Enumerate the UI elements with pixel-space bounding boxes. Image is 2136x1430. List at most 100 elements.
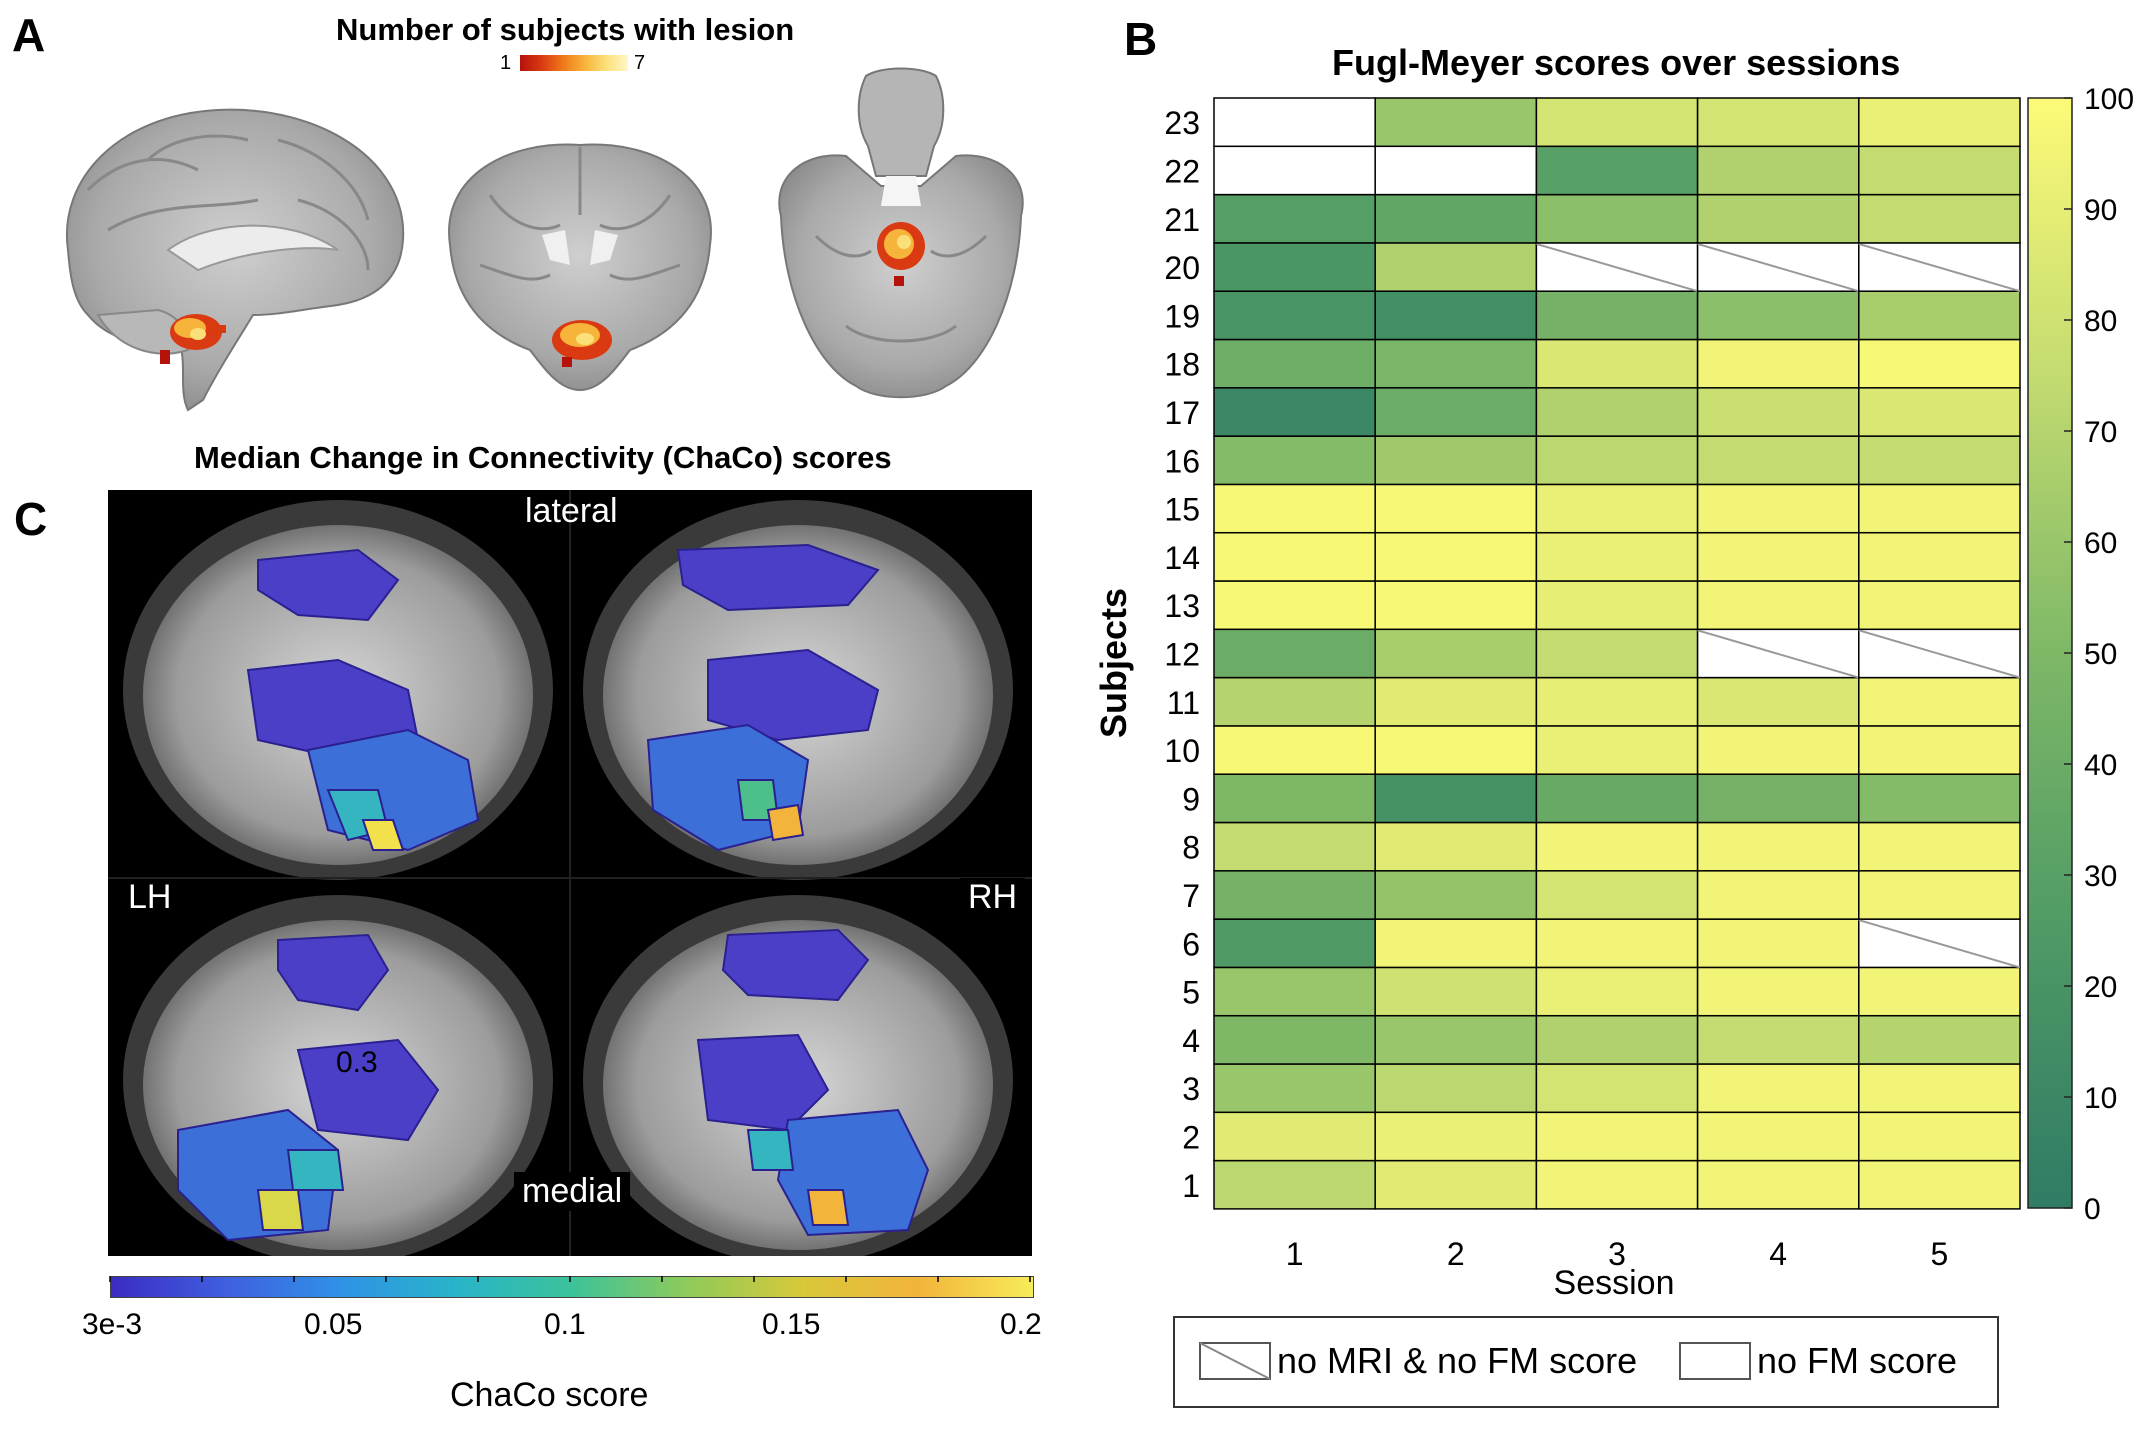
subject-label-16: 16 [1164, 443, 1200, 479]
heatmap-cell-s11-session1 [1213, 676, 1376, 727]
heatmap-cell-s15-session1 [1213, 483, 1376, 534]
heatmap-cell-s17-session3 [1535, 387, 1699, 437]
parcels-medial-rh [696, 928, 930, 1237]
heatmap-cell-s10-session3 [1535, 725, 1699, 775]
heatmap-cell-s8-session4 [1696, 821, 1860, 872]
fm-colorbar-tick-60: 60 [2084, 527, 2117, 560]
heatmap-cell-s9-session3 [1535, 773, 1699, 824]
heatmap-cell-s8-session5 [1858, 821, 2021, 872]
no-mri-diagonal [1697, 629, 1860, 679]
no-mri-diagonal [1536, 242, 1698, 293]
subject-label-21: 21 [1164, 202, 1200, 238]
axial-lesion [877, 222, 925, 286]
fm-colorbar-tick-70: 70 [2084, 416, 2117, 449]
heatmap-cell-s3-session4 [1696, 1063, 1860, 1114]
heatmap-cell-s22-session1 [1213, 145, 1376, 196]
no-mri-label: no MRI & no FM score [1277, 1340, 1638, 1381]
heatmap-cell-s23-session2 [1374, 97, 1538, 148]
chaco-colorbar [110, 1276, 1034, 1298]
coronal-lesion [552, 320, 612, 367]
heatmap-cell-s11-session4 [1696, 676, 1860, 727]
heatmap-cell-s18-session4 [1696, 338, 1860, 389]
axial-brain-image [778, 67, 1024, 399]
fm-colorbar-tick-50: 50 [2084, 638, 2117, 671]
heatmap-cell-s2-session4 [1696, 1111, 1860, 1162]
lesion-scale: 1 7 [500, 52, 650, 74]
heatmap-cell-s1-session1 [1213, 1159, 1376, 1210]
heatmap-cell-s2-session2 [1374, 1111, 1538, 1162]
subject-label-7: 7 [1182, 878, 1200, 914]
heatmap-cell-s12-session2 [1374, 628, 1538, 679]
fm-colorbar-tick-90: 90 [2084, 194, 2117, 227]
fm-colorbar-tick-10: 10 [2084, 1082, 2117, 1115]
label-rh: RH [960, 878, 1026, 917]
heatmap-cell-s23-session5 [1858, 97, 2021, 148]
heatmap-cell-s21-session4 [1696, 193, 1860, 244]
heatmap-cell-s20-session1 [1213, 242, 1376, 292]
session-label-4: 4 [1769, 1236, 1787, 1272]
heatmap-cell-s6-session2 [1374, 918, 1538, 969]
heatmap-cell-s6-session3 [1535, 918, 1699, 969]
heatmap-cell-s10-session4 [1696, 725, 1860, 775]
chaco-colorbar-ticks [109, 1276, 1031, 1282]
coronal-brain-image [448, 143, 712, 392]
parcels-lateral-rh [646, 543, 880, 852]
chaco-colorbar-label: ChaCo score [450, 1376, 649, 1414]
heatmap-cell-s21-session2 [1374, 193, 1538, 244]
heatmap-cell-s4-session4 [1696, 1014, 1860, 1065]
session-label-5: 5 [1931, 1236, 1949, 1272]
chaco-tick-3: 0.15 [762, 1308, 821, 1341]
heatmap-cell-s21-session5 [1858, 193, 2021, 244]
chaco-tick-1: 0.05 [304, 1308, 363, 1341]
chaco-tick-2: 0.1 [544, 1308, 586, 1341]
heatmap-cell-s1-session4 [1696, 1159, 1860, 1210]
heatmap-cell-s22-session2 [1374, 145, 1538, 196]
lesion-scale-min: 1 [500, 52, 512, 74]
subject-label-22: 22 [1164, 153, 1200, 189]
subject-label-19: 19 [1164, 298, 1200, 334]
chaco-tick-4: 0.2 [1000, 1308, 1042, 1341]
heatmap-cell-s7-session5 [1858, 870, 2021, 920]
heatmap-cell-s16-session1 [1213, 435, 1376, 486]
subject-label-20: 20 [1164, 250, 1200, 286]
panel-a-title: Number of subjects with lesion [336, 12, 795, 47]
heatmap-cell-s15-session5 [1858, 483, 2021, 534]
subject-label-15: 15 [1164, 492, 1200, 528]
heatmap-cell-s8-session1 [1213, 821, 1376, 872]
panel-letter-b: B [1124, 13, 1158, 65]
session-label-2: 2 [1447, 1236, 1465, 1272]
lesion-scale-max: 7 [634, 52, 646, 74]
sagittal-lesion [160, 314, 226, 364]
heatmap-cell-s18-session2 [1374, 338, 1538, 389]
chaco-tick-0: 3e-3 [82, 1308, 143, 1341]
heatmap-cell-s17-session1 [1213, 387, 1376, 437]
panel-letter-a: A [12, 9, 46, 61]
heatmap-cell-s14-session1 [1213, 531, 1376, 582]
no-fm-swatch [1679, 1342, 1751, 1380]
heatmap-cell-s18-session1 [1213, 338, 1376, 389]
heatmap-cell-s4-session2 [1374, 1014, 1538, 1065]
subject-label-4: 4 [1182, 1023, 1200, 1059]
heatmap-cell-s3-session1 [1213, 1063, 1376, 1114]
fm-colorbar-tick-40: 40 [2084, 749, 2117, 782]
heatmap-cell-s17-session5 [1858, 387, 2021, 437]
heatmap-cell-s13-session4 [1696, 580, 1860, 631]
subject-label-8: 8 [1182, 830, 1200, 866]
heatmap-cell-s13-session2 [1374, 580, 1538, 631]
heatmap-cell-s7-session3 [1535, 870, 1699, 920]
heatmap-cell-s1-session3 [1535, 1159, 1699, 1210]
heatmap-cell-s8-session2 [1374, 821, 1538, 872]
heatmap-cell-s13-session3 [1535, 580, 1699, 631]
heatmap-cell-s17-session4 [1696, 387, 1860, 437]
subject-label-23: 23 [1164, 105, 1200, 141]
heatmap-cell-s14-session3 [1535, 531, 1699, 582]
heatmap-cell-s15-session2 [1374, 483, 1538, 534]
session-label-3: 3 [1608, 1236, 1626, 1272]
no-fm-label: no FM score [1757, 1340, 1958, 1381]
subject-label-5: 5 [1182, 975, 1200, 1011]
heatmap-cell-s21-session1 [1213, 193, 1376, 244]
parcels-medial-lh [177, 933, 440, 1242]
chaco-brain-render [108, 490, 1032, 1265]
heatmap-cell-s6-session1 [1213, 918, 1376, 969]
